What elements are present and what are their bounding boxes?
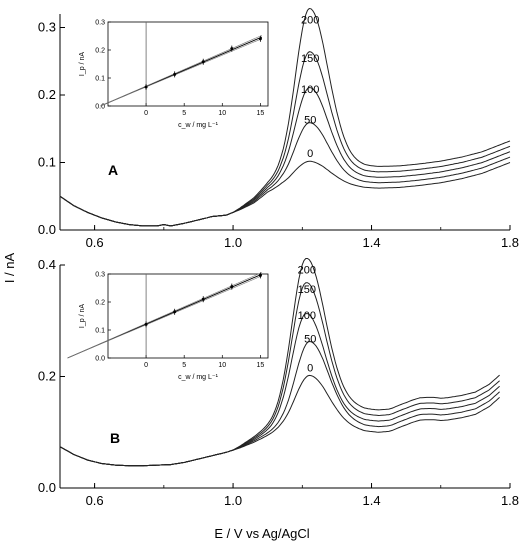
curve-100 [59, 313, 500, 467]
curve-label: 50 [304, 333, 316, 345]
curve-50 [59, 340, 500, 467]
x-tick-label: 1.4 [362, 235, 380, 250]
panel-b: 0.00.20.40.6 1.0 1.4 1.8050100150200B0.00.1… [38, 257, 519, 508]
inset-x-tick-label: 10 [218, 110, 226, 117]
curve-label: 150 [298, 284, 316, 296]
panel-a: 0.00.10.20.30.6 1.0 1.4 1.8050100150200A0.0… [38, 7, 519, 250]
inset-data-point [201, 297, 205, 301]
inset-y-label: I_p / nA [79, 52, 86, 76]
inset-x-label: c_w / mg L⁻¹ [178, 122, 219, 129]
inset-confidence-line [100, 38, 263, 107]
x-tick-label: 0.6 [86, 235, 104, 250]
curve-200 [59, 258, 500, 467]
x-tick-label: 1.0 [224, 235, 242, 250]
inset-x-tick-label: 0 [144, 362, 148, 369]
curve-150 [59, 282, 500, 467]
inset-data-point [144, 85, 148, 89]
curve-label: 100 [301, 84, 319, 96]
y-tick-label: 0.4 [38, 257, 56, 272]
inset-plot: 0.0 0.1 0.2 0.3 0 5 10 15 c_w / mg L⁻¹ I_p / nA [79, 20, 269, 129]
curve-200 [59, 7, 511, 227]
inset-y-tick-label: 0.0 [95, 104, 105, 111]
x-tick-label: 0.6 [86, 493, 104, 508]
inset-plot: 0.0 0.1 0.2 0.3 0 5 10 15 c_w / mg L⁻¹ I_p / nA [67, 272, 269, 381]
inset-data-point [173, 72, 177, 76]
inset-y-tick-label: 0.3 [95, 20, 105, 27]
x-tick-label: 1.8 [501, 235, 519, 250]
curve-label: 50 [304, 114, 316, 126]
panel-letter: A [108, 162, 118, 178]
y-axis-title: I / nA [2, 253, 17, 284]
x-axis-title: E / V vs Ag/AgCl [214, 526, 309, 541]
inset-y-tick-label: 0.2 [95, 48, 105, 55]
y-tick-label: 0.0 [38, 222, 56, 237]
y-tick-label: 0.3 [38, 20, 56, 35]
inset-confidence-line [100, 35, 263, 107]
inset-confidence-line [67, 272, 263, 359]
inset-data-point [258, 37, 262, 41]
inset-x-tick-label: 5 [182, 362, 186, 369]
panel-letter: B [110, 430, 120, 446]
inset-y-label: I_p / nA [79, 304, 86, 328]
y-tick-label: 0.2 [38, 369, 56, 384]
inset-y-tick-label: 0.0 [95, 356, 105, 363]
inset-data-point [201, 60, 205, 64]
curve-label: 0 [307, 362, 313, 374]
inset-x-tick-label: 0 [144, 110, 148, 117]
inset-y-tick-label: 0.1 [95, 328, 105, 335]
inset-x-tick-label: 10 [218, 362, 226, 369]
inset-data-point [173, 310, 177, 314]
curve-100 [59, 86, 511, 227]
inset-x-tick-label: 15 [256, 362, 264, 369]
inset-data-point [258, 273, 262, 277]
curve-label: 200 [301, 15, 319, 27]
inset-data-point [230, 47, 234, 51]
inset-x-tick-label: 5 [182, 110, 186, 117]
x-tick-label: 1.8 [501, 493, 519, 508]
y-tick-label: 0.0 [38, 480, 56, 495]
curve-label: 150 [301, 53, 319, 65]
y-tick-label: 0.1 [38, 155, 56, 170]
inset-data-point [230, 285, 234, 289]
y-tick-label: 0.2 [38, 87, 56, 102]
curve-50 [59, 122, 511, 227]
inset-y-tick-label: 0.1 [95, 76, 105, 83]
inset-y-tick-label: 0.3 [95, 272, 105, 279]
inset-x-tick-label: 15 [256, 110, 264, 117]
inset-y-tick-label: 0.2 [95, 300, 105, 307]
inset-frame [107, 21, 269, 107]
curve-label: 100 [298, 310, 316, 322]
curve-label: 0 [307, 148, 313, 160]
inset-data-point [144, 322, 148, 326]
curve-label: 200 [298, 264, 316, 276]
x-tick-label: 1.4 [362, 493, 380, 508]
inset-frame [107, 273, 269, 359]
x-tick-label: 1.0 [224, 493, 242, 508]
inset-x-label: c_w / mg L⁻¹ [178, 374, 219, 381]
inset-confidence-line [67, 275, 263, 359]
